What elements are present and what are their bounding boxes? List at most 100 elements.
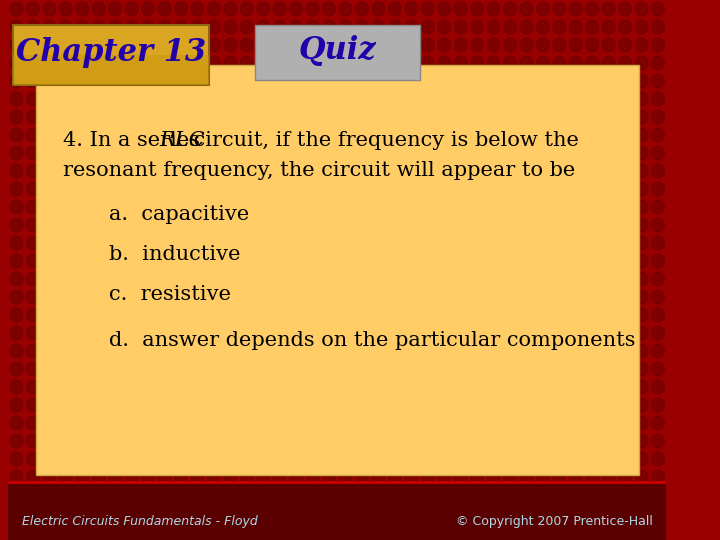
Circle shape xyxy=(27,506,40,520)
Circle shape xyxy=(43,452,56,466)
Circle shape xyxy=(405,218,418,232)
Circle shape xyxy=(289,20,302,34)
Circle shape xyxy=(175,470,187,484)
Circle shape xyxy=(570,20,582,34)
Circle shape xyxy=(503,326,516,340)
Circle shape xyxy=(356,56,369,70)
Circle shape xyxy=(60,20,72,34)
Circle shape xyxy=(43,2,56,16)
Circle shape xyxy=(438,362,451,376)
Circle shape xyxy=(421,380,434,394)
Circle shape xyxy=(60,164,72,178)
Circle shape xyxy=(142,380,155,394)
Circle shape xyxy=(60,254,72,268)
Circle shape xyxy=(158,416,171,430)
Circle shape xyxy=(652,506,665,520)
Circle shape xyxy=(603,398,615,412)
Circle shape xyxy=(175,20,187,34)
Circle shape xyxy=(553,344,566,358)
Circle shape xyxy=(306,434,319,448)
Circle shape xyxy=(389,74,401,88)
Circle shape xyxy=(454,164,467,178)
Circle shape xyxy=(323,200,336,214)
Circle shape xyxy=(274,290,286,304)
Circle shape xyxy=(454,506,467,520)
Circle shape xyxy=(553,506,566,520)
Circle shape xyxy=(224,290,237,304)
Circle shape xyxy=(356,362,369,376)
Circle shape xyxy=(471,326,484,340)
Circle shape xyxy=(257,2,270,16)
Circle shape xyxy=(27,398,40,412)
Circle shape xyxy=(289,146,302,160)
Circle shape xyxy=(405,38,418,52)
Circle shape xyxy=(240,74,253,88)
Circle shape xyxy=(356,398,369,412)
Circle shape xyxy=(76,110,89,124)
Circle shape xyxy=(76,488,89,502)
Circle shape xyxy=(224,398,237,412)
Circle shape xyxy=(257,506,270,520)
Circle shape xyxy=(372,398,384,412)
Circle shape xyxy=(207,110,220,124)
Circle shape xyxy=(586,254,598,268)
Circle shape xyxy=(323,308,336,322)
Circle shape xyxy=(471,434,484,448)
Circle shape xyxy=(274,146,286,160)
Circle shape xyxy=(520,254,533,268)
Circle shape xyxy=(586,164,598,178)
Circle shape xyxy=(191,506,204,520)
Circle shape xyxy=(125,470,138,484)
Circle shape xyxy=(27,470,40,484)
Circle shape xyxy=(487,2,500,16)
Circle shape xyxy=(520,38,533,52)
Circle shape xyxy=(339,182,352,196)
Circle shape xyxy=(520,308,533,322)
Circle shape xyxy=(520,272,533,286)
Circle shape xyxy=(405,110,418,124)
Circle shape xyxy=(586,434,598,448)
Circle shape xyxy=(92,236,105,250)
Circle shape xyxy=(421,236,434,250)
Circle shape xyxy=(570,2,582,16)
Circle shape xyxy=(109,38,122,52)
Circle shape xyxy=(520,326,533,340)
Circle shape xyxy=(289,272,302,286)
Circle shape xyxy=(421,164,434,178)
FancyBboxPatch shape xyxy=(255,25,420,80)
Circle shape xyxy=(125,164,138,178)
Circle shape xyxy=(487,272,500,286)
Circle shape xyxy=(487,74,500,88)
Circle shape xyxy=(109,326,122,340)
Circle shape xyxy=(421,128,434,142)
Circle shape xyxy=(43,434,56,448)
Circle shape xyxy=(536,92,549,106)
Circle shape xyxy=(10,452,23,466)
Circle shape xyxy=(257,92,270,106)
Circle shape xyxy=(454,128,467,142)
Circle shape xyxy=(586,20,598,34)
Circle shape xyxy=(652,218,665,232)
Circle shape xyxy=(570,470,582,484)
Circle shape xyxy=(487,164,500,178)
Circle shape xyxy=(454,272,467,286)
Circle shape xyxy=(586,92,598,106)
Circle shape xyxy=(109,182,122,196)
Circle shape xyxy=(372,200,384,214)
Circle shape xyxy=(125,74,138,88)
Circle shape xyxy=(125,182,138,196)
Circle shape xyxy=(323,110,336,124)
Circle shape xyxy=(207,434,220,448)
Circle shape xyxy=(471,452,484,466)
Circle shape xyxy=(27,38,40,52)
Circle shape xyxy=(10,326,23,340)
Circle shape xyxy=(109,470,122,484)
Circle shape xyxy=(405,452,418,466)
Circle shape xyxy=(372,182,384,196)
Circle shape xyxy=(438,2,451,16)
Circle shape xyxy=(553,218,566,232)
Circle shape xyxy=(27,56,40,70)
Circle shape xyxy=(10,20,23,34)
Circle shape xyxy=(207,20,220,34)
Circle shape xyxy=(240,470,253,484)
